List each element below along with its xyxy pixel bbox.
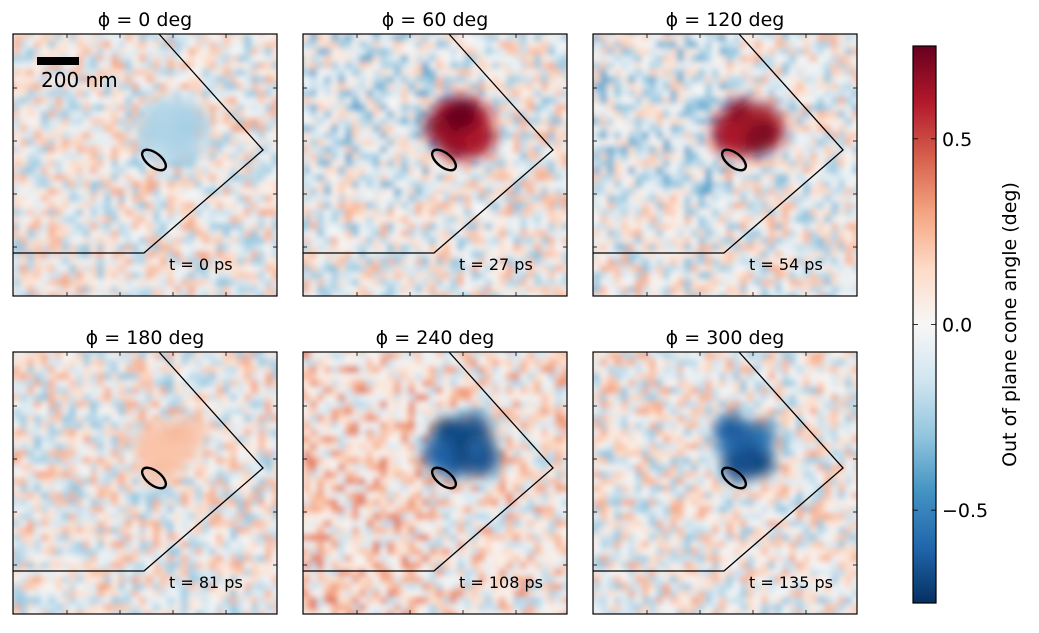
panel-time-label: t = 81 ps — [169, 573, 243, 592]
panel-title: ϕ = 240 deg — [376, 327, 495, 349]
panel-title: ϕ = 120 deg — [666, 9, 785, 31]
panel-2: ϕ = 60 deg t = 27 ps — [302, 9, 568, 297]
panel-ticks — [13, 352, 277, 614]
panel-title: ϕ = 0 deg — [98, 9, 192, 31]
panel-6: ϕ = 300 deg t = 135 ps — [592, 327, 858, 615]
colorbar-tick-label: −0.5 — [942, 500, 988, 522]
panel-field — [13, 352, 277, 614]
signal-blob — [712, 98, 786, 156]
contact-ellipse — [430, 148, 458, 172]
signal-blob — [421, 412, 499, 480]
colorbar-tick-label: 0.0 — [942, 315, 972, 337]
signal-blob — [137, 95, 209, 165]
panel-4: ϕ = 180 deg t = 81 ps — [12, 327, 278, 615]
contact-ellipse — [140, 466, 168, 490]
panel-field — [13, 34, 277, 296]
device-outline — [13, 351, 264, 572]
panel-title: ϕ = 300 deg — [666, 327, 785, 349]
panel-frame — [302, 33, 568, 297]
noise-texture — [13, 352, 277, 614]
panel-5: ϕ = 240 deg t = 108 ps — [302, 327, 568, 615]
device-outline — [593, 33, 844, 254]
contact-ellipse — [720, 148, 748, 172]
panel-time-label: t = 135 ps — [749, 573, 833, 592]
panel-time-label: t = 27 ps — [459, 255, 533, 274]
panel-frame — [12, 33, 278, 297]
panel-time-label: t = 0 ps — [169, 255, 233, 274]
panel-ticks — [303, 34, 567, 296]
noise-texture — [303, 34, 567, 296]
panel-ticks — [593, 352, 857, 614]
panel-frame — [302, 351, 568, 615]
contact-ellipse — [430, 466, 458, 490]
panel-frame — [12, 351, 278, 615]
panel-ticks — [13, 34, 277, 296]
noise-texture — [593, 34, 857, 296]
device-outline — [303, 33, 554, 254]
panel-3: ϕ = 120 deg t = 54 ps — [592, 9, 858, 297]
panel-title: ϕ = 60 deg — [382, 9, 489, 31]
panel-field — [593, 352, 857, 614]
signal-blob — [424, 95, 496, 161]
panels: ϕ = 0 deg t = 0 ps 200 nm ϕ = 60 deg t = 27 … — [12, 9, 858, 615]
device-outline — [303, 351, 554, 572]
colorbar-label: Out of plane cone angle (deg) — [999, 182, 1021, 467]
panel-time-label: t = 108 ps — [459, 573, 543, 592]
contact-ellipse — [140, 148, 168, 172]
contact-ellipse — [720, 466, 748, 490]
colorbar-tick-label: 0.5 — [942, 129, 972, 151]
panel-1: ϕ = 0 deg t = 0 ps 200 nm — [12, 9, 278, 297]
device-outline — [593, 351, 844, 572]
panel-title: ϕ = 180 deg — [86, 327, 205, 349]
device-outline — [13, 33, 264, 254]
signal-blob — [712, 412, 777, 483]
scale-bar — [37, 57, 79, 65]
colorbar: 0.5 0.0 −0.5 Out of plane cone angle (deg) — [912, 45, 1021, 604]
noise-texture — [13, 34, 277, 296]
scale-bar-label: 200 nm — [41, 68, 118, 92]
panel-field — [593, 34, 857, 296]
panel-frame — [592, 33, 858, 297]
panel-time-label: t = 54 ps — [749, 255, 823, 274]
panel-frame — [592, 351, 858, 615]
panel-ticks — [593, 34, 857, 296]
panel-field — [303, 34, 567, 296]
panel-ticks — [303, 352, 567, 614]
signal-blob — [133, 415, 210, 483]
